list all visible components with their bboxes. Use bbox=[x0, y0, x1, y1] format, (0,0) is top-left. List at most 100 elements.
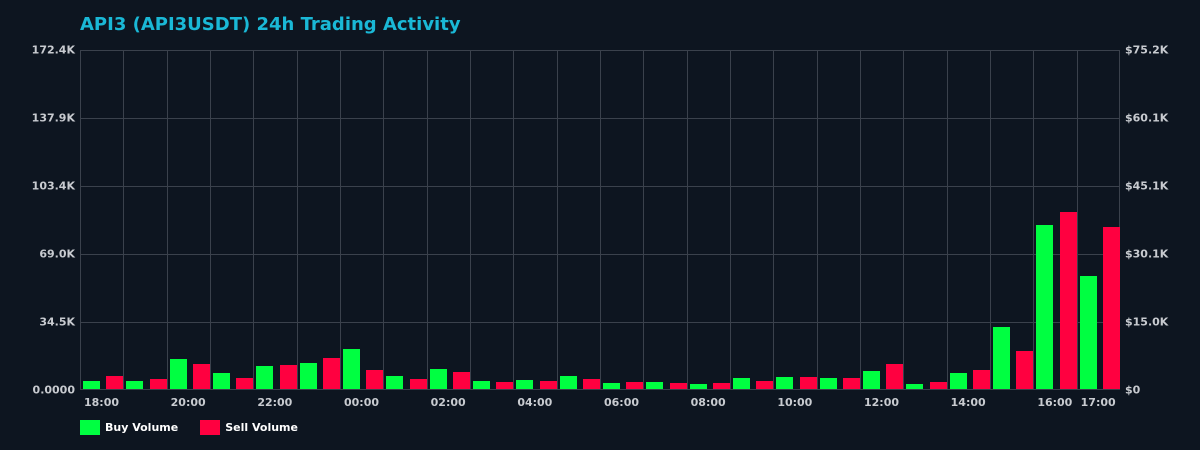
buy-volume-bar[interactable] bbox=[559, 375, 577, 389]
sell-volume-bar[interactable] bbox=[409, 378, 427, 389]
v-gridline bbox=[556, 50, 558, 389]
buy-volume-bar[interactable] bbox=[689, 383, 707, 389]
buy-volume-bar[interactable] bbox=[473, 380, 490, 389]
y2-tick-label: $60.1K bbox=[1125, 111, 1169, 125]
x-tick-label: 12:00 bbox=[863, 396, 900, 409]
sell-volume-bar[interactable] bbox=[106, 376, 124, 389]
v-gridline bbox=[383, 50, 385, 389]
y-tick-label: 103.4K bbox=[31, 179, 75, 193]
legend-item-sell[interactable]: Sell Volume bbox=[200, 420, 298, 435]
v-gridline bbox=[253, 50, 255, 389]
v-gridline bbox=[513, 50, 515, 389]
buy-volume-bar[interactable] bbox=[169, 359, 187, 389]
x-tick-label: 02:00 bbox=[430, 396, 466, 409]
v-gridline bbox=[340, 50, 341, 389]
v-gridline bbox=[990, 50, 991, 389]
x-tick-label: 06:00 bbox=[603, 396, 640, 409]
x-tick-label: 18:00 bbox=[83, 396, 120, 409]
v-gridline bbox=[903, 50, 905, 389]
x-tick-label: 04:00 bbox=[517, 396, 553, 409]
v-gridline bbox=[1033, 50, 1035, 389]
v-gridline bbox=[600, 50, 601, 389]
buy-volume-bar[interactable] bbox=[949, 372, 967, 389]
v-gridline bbox=[166, 50, 168, 389]
buy-volume-bar[interactable] bbox=[993, 326, 1010, 389]
sell-volume-bar[interactable] bbox=[149, 379, 167, 389]
x-tick-label: 00:00 bbox=[343, 396, 380, 409]
y2-tick-label: $75.2K bbox=[1125, 43, 1169, 57]
sell-volume-bar[interactable] bbox=[756, 380, 774, 389]
v-gridline bbox=[210, 50, 211, 389]
buy-volume-bar[interactable] bbox=[603, 382, 620, 389]
buy-volume-bar[interactable] bbox=[429, 369, 447, 389]
sell-volume-bar[interactable] bbox=[539, 380, 557, 389]
y-tick-label: 69.0K bbox=[39, 247, 75, 261]
legend: Buy Volume Sell Volume bbox=[80, 420, 298, 435]
buy-volume-bar[interactable] bbox=[863, 370, 880, 389]
sell-volume-bar[interactable] bbox=[279, 364, 297, 389]
plot-area bbox=[80, 50, 1120, 390]
buy-volume-bar[interactable] bbox=[126, 381, 144, 389]
y-tick-label: 0.0000 bbox=[32, 383, 75, 397]
buy-volume-bar[interactable] bbox=[83, 381, 100, 389]
sell-volume-bar[interactable] bbox=[366, 370, 384, 389]
buy-volume-bar[interactable] bbox=[343, 348, 360, 389]
legend-item-buy[interactable]: Buy Volume bbox=[80, 420, 178, 435]
v-gridline bbox=[296, 50, 298, 389]
v-gridline bbox=[946, 50, 948, 389]
v-gridline bbox=[426, 50, 428, 389]
v-gridline bbox=[123, 50, 125, 389]
buy-volume-bar[interactable] bbox=[299, 362, 317, 389]
buy-volume-bar[interactable] bbox=[906, 383, 924, 389]
x-tick-label: 16:00 bbox=[1037, 396, 1073, 409]
sell-volume-bar[interactable] bbox=[1059, 211, 1077, 389]
x-tick-label: 17:00 bbox=[1080, 396, 1116, 409]
sell-volume-bar[interactable] bbox=[1102, 226, 1120, 389]
sell-volume-bar[interactable] bbox=[972, 369, 990, 389]
v-gridline bbox=[686, 50, 688, 389]
y-tick-label: 172.4K bbox=[31, 43, 75, 57]
y2-tick-label: $45.1K bbox=[1125, 179, 1169, 193]
buy-volume-bar[interactable] bbox=[733, 377, 750, 389]
buy-volume-bar[interactable] bbox=[1079, 275, 1097, 389]
chart-title: API3 (API3USDT) 24h Trading Activity bbox=[80, 14, 461, 35]
sell-volume-bar[interactable] bbox=[626, 381, 644, 389]
v-gridline bbox=[1076, 50, 1078, 389]
y-tick-label: 137.9K bbox=[31, 111, 75, 125]
x-tick-label: 10:00 bbox=[777, 396, 813, 409]
buy-volume-bar[interactable] bbox=[386, 375, 404, 389]
sell-volume-bar[interactable] bbox=[322, 358, 340, 389]
y2-tick-label: $0 bbox=[1125, 383, 1141, 397]
sell-volume-bar[interactable] bbox=[192, 364, 210, 389]
v-gridline bbox=[816, 50, 818, 389]
buy-volume-bar[interactable] bbox=[1036, 224, 1054, 389]
sell-volume-bar[interactable] bbox=[496, 381, 514, 389]
buy-volume-bar[interactable] bbox=[256, 365, 274, 389]
buy-volume-bar[interactable] bbox=[819, 377, 837, 389]
sell-swatch-icon bbox=[200, 420, 221, 435]
x-tick-label: 08:00 bbox=[690, 396, 726, 409]
sell-volume-bar[interactable] bbox=[842, 377, 860, 389]
buy-swatch-icon bbox=[80, 420, 100, 435]
buy-volume-bar[interactable] bbox=[776, 376, 794, 389]
v-gridline bbox=[730, 50, 731, 389]
y2-tick-label: $30.1K bbox=[1125, 247, 1169, 261]
buy-volume-bar[interactable] bbox=[646, 381, 664, 389]
sell-volume-bar[interactable] bbox=[669, 382, 687, 389]
sell-volume-bar[interactable] bbox=[799, 376, 817, 389]
sell-volume-bar[interactable] bbox=[236, 378, 254, 389]
x-tick-label: 20:00 bbox=[170, 396, 206, 409]
sell-volume-bar[interactable] bbox=[886, 363, 904, 389]
sell-volume-bar[interactable] bbox=[1016, 350, 1034, 389]
sell-volume-bar[interactable] bbox=[929, 381, 947, 389]
sell-volume-bar[interactable] bbox=[582, 378, 600, 389]
legend-label-buy: Buy Volume bbox=[105, 421, 179, 434]
buy-volume-bar[interactable] bbox=[213, 373, 230, 389]
v-gridline bbox=[470, 50, 471, 389]
legend-label-sell: Sell Volume bbox=[225, 421, 298, 434]
sell-volume-bar[interactable] bbox=[452, 372, 470, 389]
sell-volume-bar[interactable] bbox=[712, 382, 730, 389]
buy-volume-bar[interactable] bbox=[516, 379, 534, 389]
y-tick-label: 34.5K bbox=[39, 315, 75, 329]
v-gridline bbox=[643, 50, 645, 389]
